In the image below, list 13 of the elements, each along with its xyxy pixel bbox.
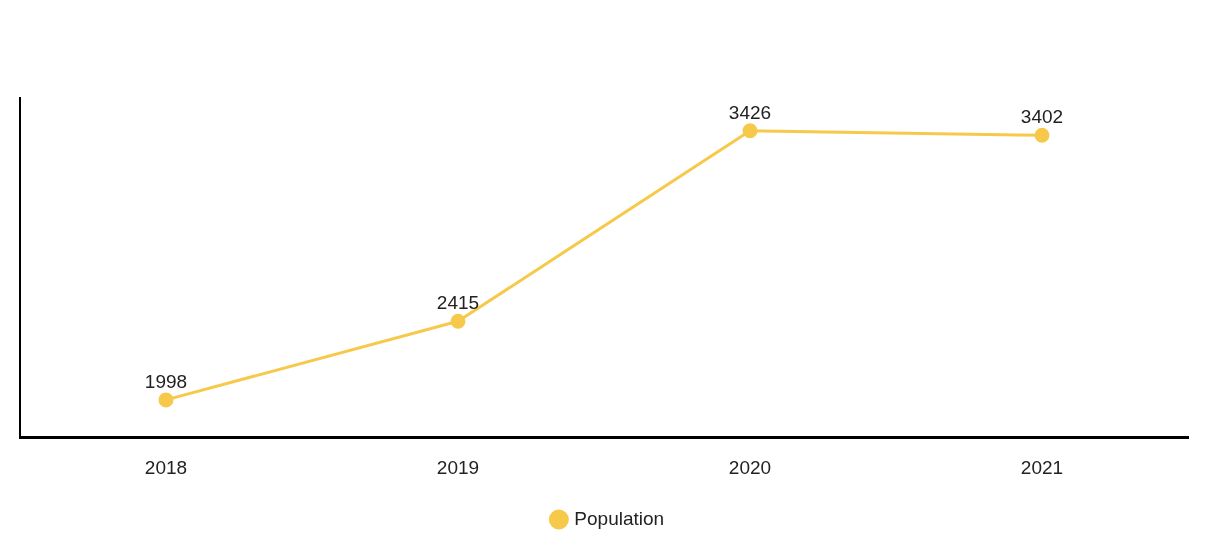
data-label: 2415 bbox=[436, 292, 480, 314]
x-tick-label: 2020 bbox=[728, 456, 772, 478]
data-label: 3426 bbox=[728, 101, 772, 123]
point bbox=[742, 123, 758, 139]
point bbox=[158, 392, 174, 408]
data-label: 3402 bbox=[1020, 106, 1064, 128]
x-tick-label: 2021 bbox=[1020, 456, 1064, 478]
x-tick-label: 2018 bbox=[144, 456, 188, 478]
point bbox=[450, 313, 466, 329]
data-label: 1998 bbox=[144, 370, 188, 392]
point bbox=[1034, 127, 1050, 143]
legend-label: Population bbox=[574, 507, 665, 529]
x-tick-label: 2019 bbox=[436, 456, 480, 478]
